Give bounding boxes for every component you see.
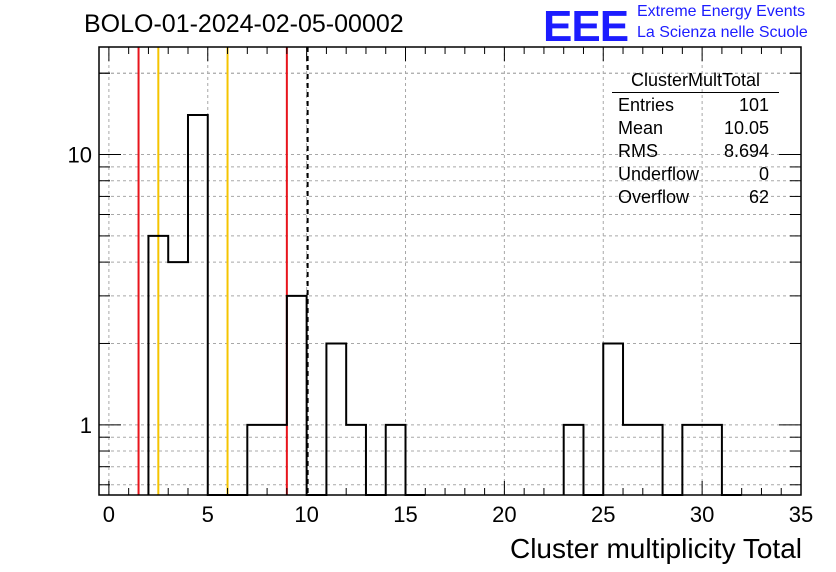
stats-row-underflow: Underflow 0 [612,163,779,186]
stats-label: RMS [618,141,658,161]
x-tick-label: 25 [591,502,615,527]
x-tick-label: 20 [492,502,516,527]
stats-label: Underflow [618,164,700,184]
stats-box: ClusterMultTotal Entries 101 Mean 10.05 RMS 8… [612,70,779,209]
grid-lines [99,47,802,495]
stats-value: 101 [738,95,769,115]
plot-frame [98,46,802,496]
histogram-bin [267,425,287,495]
stats-label: Mean [618,118,664,138]
stats-row-mean: Mean 10.05 [612,117,779,140]
stats-value: 10.05 [723,118,769,138]
stats-title: ClusterMultTotal [612,70,779,93]
stats-label: Overflow [618,187,690,207]
stats-value: 0 [758,164,769,184]
x-tick-label: 10 [294,502,318,527]
run-title: BOLO-01-2024-02-05-00002 [84,10,404,38]
eee-logo: EEE [543,2,629,51]
y-tick-label: 1 [80,413,92,438]
histogram-bin [188,115,208,495]
stats-row-overflow: Overflow 62 [612,186,779,209]
histogram-bin [287,296,307,495]
x-tick-label: 30 [690,502,714,527]
logo-caption-line1: Extreme Energy Events [637,3,806,20]
x-axis-label: Cluster multiplicity Total [509,533,802,564]
axis-ticks [99,47,802,495]
stats-label: Entries [618,95,675,115]
histogram-bin [168,262,188,495]
logo-caption-line2: La Scienza nelle Scuole [637,24,808,41]
x-tick-label: 5 [202,502,214,527]
x-tick-label: 0 [103,502,115,527]
histogram-bin [326,343,346,495]
x-tick-label: 35 [789,502,813,527]
histogram-bin [346,425,366,495]
histogram-bin [603,343,623,495]
x-tick-label: 15 [393,502,417,527]
stats-row-rms: RMS 8.694 [612,140,779,163]
y-tick-label: 10 [68,143,92,168]
stats-value: 62 [748,187,769,207]
stats-value: 8.694 [723,141,769,161]
tick-labels: 0 5 10 15 20 25 30 35 1 10 [68,143,814,527]
stats-row-entries: Entries 101 [612,94,779,117]
reference-lines [137,47,309,495]
